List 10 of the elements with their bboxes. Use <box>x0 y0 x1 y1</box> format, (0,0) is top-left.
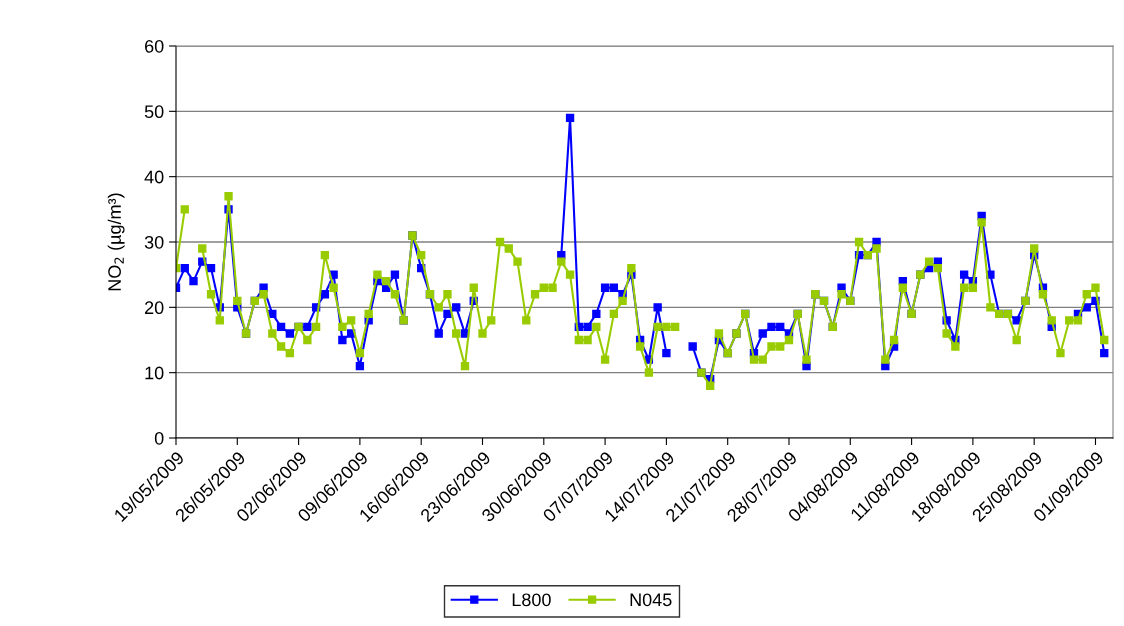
y-tick-label: 0 <box>154 431 164 445</box>
y-tick-label: 10 <box>145 366 164 380</box>
legend-label: L800 <box>512 593 551 607</box>
y-tick-label: 50 <box>144 105 164 119</box>
legend-label: N045 <box>630 593 672 607</box>
y-axis-title: NO$_{2}$ (µg/m³) <box>107 193 125 291</box>
y-tick-label: 20 <box>145 301 164 315</box>
y-tick-label: 60 <box>145 39 164 53</box>
y-tick-label: 40 <box>144 170 164 184</box>
y-tick-label: 30 <box>144 235 164 249</box>
